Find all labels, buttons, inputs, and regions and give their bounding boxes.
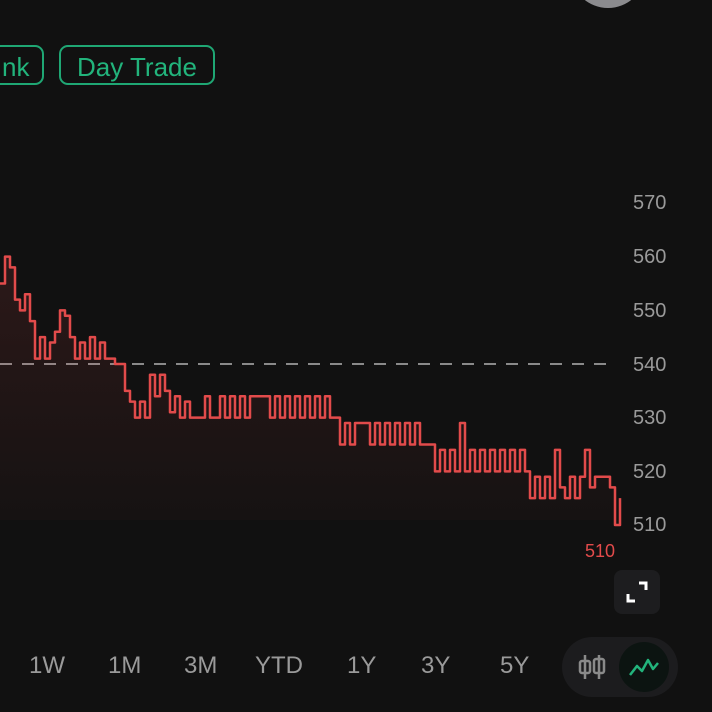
chart-type-toggle[interactable] bbox=[562, 637, 678, 697]
last-price-label: 510 bbox=[585, 541, 616, 561]
range-3m[interactable]: 3M bbox=[184, 652, 218, 679]
price-area bbox=[0, 256, 620, 525]
line-chart-icon bbox=[629, 658, 659, 676]
y-tick: 540 bbox=[633, 354, 667, 376]
expand-icon bbox=[626, 581, 648, 603]
range-5y[interactable]: 5Y bbox=[500, 652, 530, 679]
chip-tag[interactable]: nk bbox=[0, 45, 44, 85]
avatar[interactable] bbox=[572, 0, 644, 8]
chip-day-trade[interactable]: Day Trade bbox=[59, 45, 215, 85]
y-tick: 510 bbox=[633, 514, 667, 536]
candlestick-icon[interactable] bbox=[576, 653, 608, 681]
y-tick: 550 bbox=[633, 300, 667, 322]
price-line bbox=[0, 255, 622, 527]
y-tick: 570 bbox=[633, 192, 667, 214]
range-1y[interactable]: 1Y bbox=[347, 652, 377, 679]
range-1m[interactable]: 1M bbox=[108, 652, 142, 679]
range-1w[interactable]: 1W bbox=[29, 652, 65, 679]
range-3y[interactable]: 3Y bbox=[421, 652, 451, 679]
y-tick: 530 bbox=[633, 407, 667, 429]
y-tick: 560 bbox=[633, 246, 667, 268]
expand-button[interactable] bbox=[614, 570, 660, 614]
y-tick: 520 bbox=[633, 461, 667, 483]
range-ytd[interactable]: YTD bbox=[255, 652, 303, 679]
line-chart-button[interactable] bbox=[619, 642, 669, 692]
